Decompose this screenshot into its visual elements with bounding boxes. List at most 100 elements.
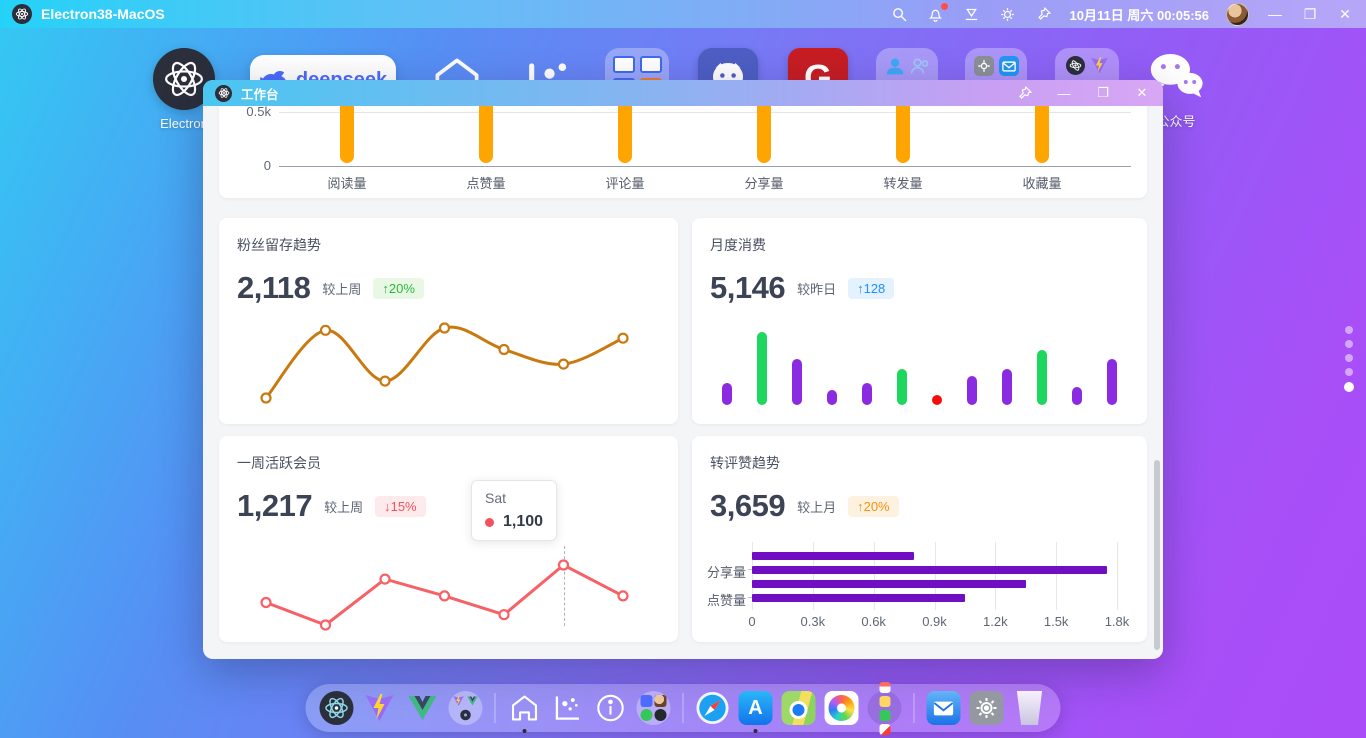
grid-line [1117,542,1118,610]
apps-folder-icon [867,681,902,735]
stat-badge: ↑20% [848,495,899,517]
system-maximize-button[interactable]: ❐ [1303,5,1317,22]
table-icon [612,56,635,73]
line-point-marker [319,324,332,336]
dock-folder-social[interactable] [636,691,671,725]
grid-line [752,542,753,610]
card-engagement-bars: 0.5k 0 阅读量 点赞量 评论量 分享量 转发量 收藏量 [219,106,1147,198]
window-title: 工作台 [241,87,279,102]
monthly-bar [897,368,907,405]
top-bar [757,106,771,163]
stat-badge: ↑128 [848,277,895,299]
notifications-bell-icon[interactable] [926,2,948,24]
y-tick-label: 0 [263,158,271,173]
window-scrollbar-thumb[interactable] [1154,460,1160,650]
window-minimize-button[interactable]: — [1057,85,1071,101]
dock-divider [682,693,684,723]
dock-item-maps[interactable] [781,691,816,725]
pin-icon[interactable] [1034,5,1053,24]
dock-divider [913,693,915,723]
page-dot[interactable] [1345,326,1353,334]
y-axis-category-label: 分享量 [706,565,746,580]
x-tick-label: 0.9k [922,614,947,629]
workbench-window[interactable]: 工作台 — ❐ ✕ 0.5k 0 阅读量 点赞量 评论量 分享量 转发量 收藏量 [203,80,1163,659]
dock-item-trash[interactable] [1013,691,1047,725]
fans-line-path [264,325,624,399]
page-dot[interactable] [1345,368,1353,376]
desktop-icon-electron[interactable]: Electron [152,48,216,131]
line-point-marker [498,609,510,621]
window-controls: — ❐ ✕ [1015,84,1151,103]
maps-icon [781,691,816,725]
desktop-page-indicator [1344,326,1354,392]
electron-logo-icon[interactable] [12,4,32,24]
y-tick-label: 0.5k [246,106,271,119]
safari-compass-icon [696,691,729,725]
x-tick-label: 0.3k [800,614,826,629]
line-point-marker [379,375,391,387]
dock-item-photos[interactable] [824,691,859,725]
user-avatar[interactable] [1226,2,1249,26]
theme-fill-icon[interactable] [962,5,981,24]
fans-line-chart [260,322,629,404]
x-tick-label: 1.5k [1043,614,1069,629]
tooltip-dashed-line [563,546,565,626]
system-minimize-button[interactable]: — [1268,6,1282,22]
card-title: 一周活跃会员 [237,455,321,471]
stat-compare-label: 较上周 [324,499,364,515]
card-title: 月度消费 [710,237,766,253]
dock-item-appstore[interactable]: A [738,691,773,733]
stat-badge: ↑20% [373,277,424,299]
dock-folder-dev[interactable] [448,691,483,725]
dock-item-home[interactable] [508,691,542,733]
line-point-marker [319,619,332,631]
stat-compare-label: 较上月 [797,499,837,515]
monthly-bar [792,359,802,405]
system-close-button[interactable]: ✕ [1339,5,1351,22]
settings-gear-icon[interactable] [998,5,1017,24]
notification-badge-dot [940,2,948,10]
grid-line [812,542,814,610]
tooltip-value: 1,100 [503,513,544,530]
window-titlebar[interactable]: 工作台 — ❐ ✕ [203,80,1163,106]
trend-bar [752,594,965,602]
card-title: 转评赞趋势 [710,455,780,471]
photos-icon [824,691,859,725]
dock-item-settings[interactable] [969,691,1004,725]
dock-active-dot [522,729,527,733]
menubar-right: 10月11日 周六 00:05:56 — ❐ ✕ [890,2,1354,26]
window-pin-button[interactable] [1015,84,1034,103]
settings-gear-icon [969,691,1004,725]
electron-logo-icon [215,84,232,102]
top-bar [340,106,354,163]
grid-line [873,542,875,610]
trend-bar [752,566,1107,574]
stat-compare-label: 较上周 [322,281,362,297]
top-bar [618,106,632,163]
dock-item-mail[interactable] [926,691,961,725]
dock-item-safari[interactable] [696,691,730,725]
vue-icon [408,696,437,720]
window-maximize-button[interactable]: ❐ [1097,85,1109,100]
weekly-line-chart [260,559,629,631]
dock-item-vite[interactable] [363,691,397,725]
dock-folder-apps[interactable] [867,681,902,735]
x-tick-label: 1.2k [983,614,1008,629]
dock-item-analytics[interactable] [551,691,585,725]
grid-line [995,542,997,610]
line-point-marker [498,343,510,356]
dock-item-vue[interactable] [406,691,440,725]
page-dot[interactable] [1345,340,1353,348]
page-dot-active[interactable] [1344,382,1354,392]
monthly-bar [722,383,732,405]
home-icon [511,695,538,721]
gear-mini-icon [973,56,994,76]
monthly-bar [1002,368,1012,405]
top-bar-category-label: 转发量 [883,176,923,191]
page-dot[interactable] [1345,354,1353,362]
dock-item-electron[interactable] [319,691,354,725]
search-icon[interactable] [890,5,909,24]
window-close-button[interactable]: ✕ [1136,85,1148,100]
dock-item-about[interactable] [594,691,628,725]
menubar: Electron38-MacOS 10月11日 周六 00:05:56 — ❐ [0,0,1366,28]
